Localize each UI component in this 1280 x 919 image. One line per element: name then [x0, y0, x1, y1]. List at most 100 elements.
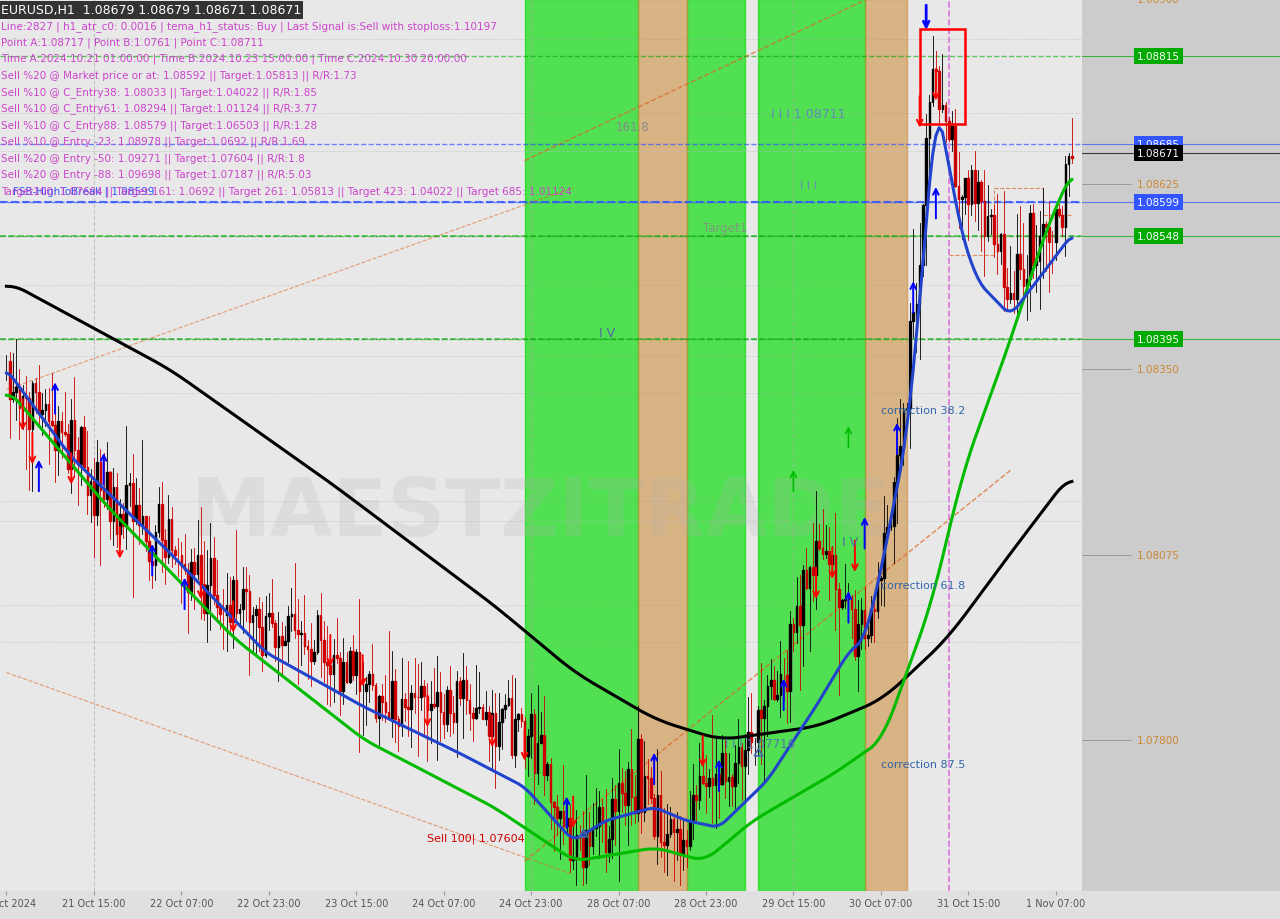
Bar — [549, 764, 552, 801]
Bar — [722, 754, 723, 784]
Bar — [945, 107, 946, 122]
Bar — [456, 681, 457, 721]
Bar — [585, 830, 588, 867]
Bar — [26, 397, 27, 398]
Bar — [102, 491, 105, 500]
Bar — [216, 596, 218, 607]
Text: correction 61.8: correction 61.8 — [881, 581, 965, 591]
Bar — [799, 607, 801, 625]
Bar — [174, 550, 175, 555]
Bar — [265, 616, 266, 655]
Bar — [504, 706, 506, 709]
Bar — [553, 801, 554, 808]
Bar — [938, 73, 940, 110]
Bar — [591, 828, 594, 845]
Bar — [735, 763, 736, 786]
Bar — [718, 775, 719, 784]
Text: Sell %10 @ C_Entry38: 1.08033 || Target:1.04022 || R/R:1.85: Sell %10 @ C_Entry38: 1.08033 || Target:… — [1, 87, 317, 97]
Bar — [180, 555, 182, 564]
Bar — [1068, 157, 1070, 165]
Bar — [890, 527, 891, 528]
Text: 161.8: 161.8 — [616, 121, 649, 134]
Bar — [291, 614, 292, 617]
Bar — [1029, 214, 1030, 279]
Bar — [1004, 235, 1005, 288]
Bar — [667, 834, 668, 845]
Bar — [284, 641, 285, 645]
Text: Target1: Target1 — [703, 222, 748, 235]
Bar — [686, 0, 745, 891]
Bar — [744, 750, 746, 766]
Bar — [589, 830, 590, 845]
Text: I I I 1.08711: I I I 1.08711 — [771, 108, 845, 120]
Bar — [809, 567, 810, 588]
Bar — [246, 589, 247, 591]
Bar — [1065, 165, 1066, 228]
Bar — [867, 636, 869, 638]
Bar — [540, 735, 541, 743]
Text: correction 38.2: correction 38.2 — [881, 406, 965, 415]
Bar — [358, 652, 360, 691]
Text: Target100: 1.07604 || Target 161: 1.0692 || Target 261: 1.05813 || Target 423: 1: Target100: 1.07604 || Target 161: 1.0692… — [1, 186, 572, 197]
Bar — [663, 842, 664, 845]
Text: 1.08548: 1.08548 — [1137, 232, 1180, 242]
Text: I I I 1.07716: I I I 1.07716 — [726, 737, 795, 750]
Bar — [847, 598, 849, 599]
Bar — [369, 674, 370, 684]
Bar — [724, 754, 726, 781]
Bar — [168, 519, 169, 557]
Bar — [436, 692, 438, 706]
Bar — [119, 515, 120, 535]
Bar — [106, 472, 108, 500]
Bar — [326, 662, 328, 665]
Bar — [1071, 157, 1073, 159]
Bar — [132, 483, 133, 522]
Bar — [233, 580, 234, 623]
Bar — [314, 652, 315, 661]
Bar — [557, 808, 558, 818]
Bar — [472, 713, 474, 718]
Bar — [576, 834, 577, 857]
Bar — [1023, 269, 1024, 287]
Bar — [1025, 279, 1028, 287]
Bar — [955, 127, 956, 187]
Bar — [728, 777, 730, 781]
Text: Time A:2024.10.21 01:00:00 | Time B:2024.10.23 15:00:00 | Time C:2024.10.30 20:0: Time A:2024.10.21 01:00:00 | Time B:2024… — [1, 54, 467, 64]
Bar — [948, 122, 950, 140]
Text: Sell %20 @ Entry -88: 1.09698 || Target:1.07187 || R/R:5.03: Sell %20 @ Entry -88: 1.09698 || Target:… — [1, 169, 311, 180]
Bar — [274, 623, 276, 647]
Bar — [864, 0, 906, 891]
Bar — [81, 428, 82, 464]
Bar — [680, 829, 681, 856]
Bar — [1048, 228, 1050, 243]
Bar — [701, 777, 704, 783]
Bar — [1032, 214, 1034, 266]
Bar — [974, 171, 975, 204]
Bar — [699, 777, 700, 800]
Text: EURUSD,H1  1.08679 1.08679 1.08671 1.08671: EURUSD,H1 1.08679 1.08679 1.08671 1.0867… — [1, 5, 301, 17]
Bar — [530, 714, 532, 736]
Bar — [767, 686, 768, 707]
Bar — [28, 398, 29, 429]
Bar — [41, 411, 44, 414]
Bar — [646, 777, 649, 778]
Bar — [475, 709, 477, 718]
Text: 1.08671: 1.08671 — [1137, 149, 1180, 159]
Bar — [922, 206, 924, 266]
Bar — [151, 561, 154, 566]
Bar — [1012, 293, 1015, 300]
Bar — [125, 485, 127, 527]
Bar — [148, 541, 150, 561]
Bar — [381, 697, 383, 702]
Bar — [932, 70, 933, 102]
Bar — [731, 777, 732, 786]
Bar — [763, 707, 765, 719]
Bar — [608, 839, 609, 852]
Bar — [346, 662, 347, 682]
Bar — [278, 637, 279, 647]
Bar — [212, 558, 215, 596]
Bar — [333, 656, 334, 674]
Bar — [335, 656, 338, 658]
Bar — [957, 187, 959, 200]
Text: 1.08075: 1.08075 — [1137, 550, 1180, 560]
